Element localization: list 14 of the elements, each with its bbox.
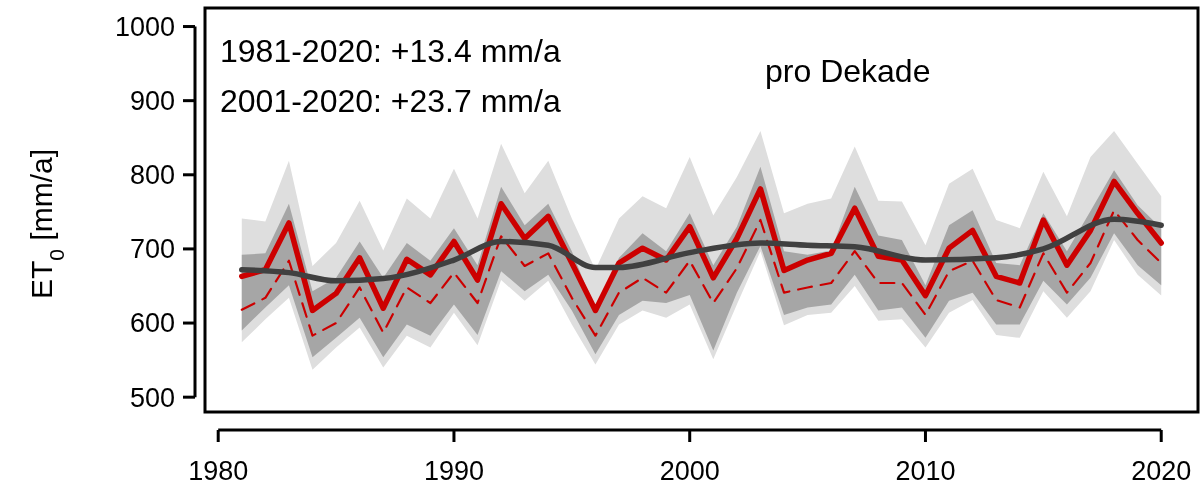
y-tick-label: 1000 (114, 11, 175, 42)
annotation: pro Dekade (765, 53, 931, 89)
y-tick-label: 900 (129, 86, 175, 117)
x-tick-label: 2020 (1131, 456, 1192, 486)
y-tick-label: 600 (129, 308, 175, 339)
y-tick-label: 500 (129, 382, 175, 413)
y-tick-label: 700 (129, 234, 175, 265)
y-tick-label: 800 (129, 160, 175, 191)
x-tick-label: 2010 (895, 456, 956, 486)
x-tick-label: 2000 (659, 456, 720, 486)
annotation: 1981-2020: +13.4 mm/a (220, 33, 561, 69)
annotation: 2001-2020: +23.7 mm/a (220, 83, 561, 119)
x-tick-label: 1980 (188, 456, 249, 486)
x-tick-label: 1990 (423, 456, 484, 486)
